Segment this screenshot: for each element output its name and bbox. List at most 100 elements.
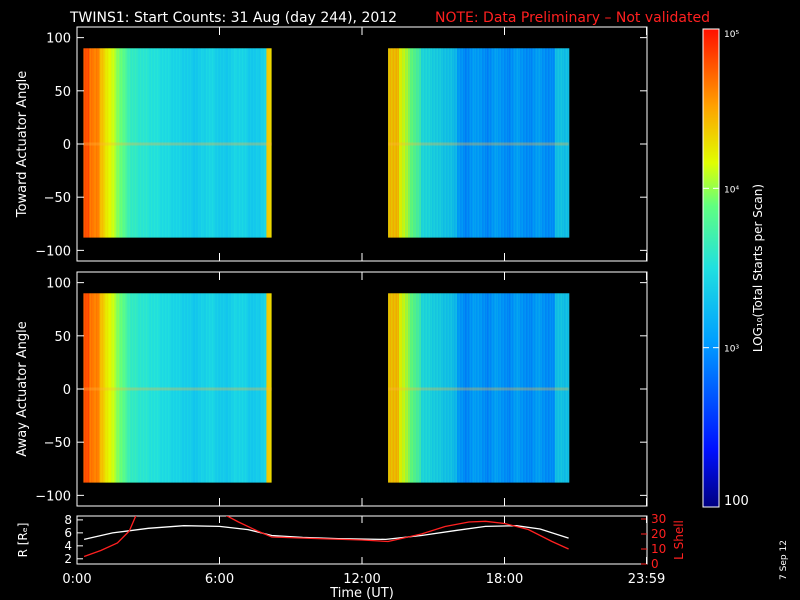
heatmap-cell [148, 48, 150, 238]
heatmap-cell [511, 48, 513, 238]
heatmap-cell [551, 293, 553, 483]
heatmap-cell [126, 48, 128, 238]
heatmap-cell [510, 48, 512, 238]
heatmap-cell [488, 48, 490, 238]
heatmap-cell [446, 293, 448, 483]
heatmap-cell [236, 293, 238, 483]
heatmap-cell [516, 293, 518, 483]
heatmap-cell [153, 293, 155, 483]
heatmap-cell [236, 48, 238, 238]
heatmap-cell [199, 48, 201, 238]
zero-angle-band [388, 142, 569, 146]
heatmap-cell [562, 293, 564, 483]
heatmap-cell [155, 48, 157, 238]
heatmap-cell [171, 293, 173, 483]
heatmap-cell [414, 48, 416, 238]
heatmap-cell [133, 48, 135, 238]
heatmap-cell [97, 48, 99, 238]
heatmap-cell [139, 293, 141, 483]
heatmap-cell [132, 48, 134, 238]
heatmap-cell [466, 293, 468, 483]
heatmap-cell [460, 48, 462, 238]
heatmap-cell [458, 48, 460, 238]
heatmap-cell [124, 48, 126, 238]
heatmap-cell [156, 293, 158, 483]
heatmap-cell [92, 48, 94, 238]
heatmap-cell [427, 293, 429, 483]
heatmap-cell [413, 48, 415, 238]
heatmap-cell [450, 48, 452, 238]
heatmap-cell [125, 293, 127, 483]
heatmap-cell [421, 48, 423, 238]
heatmap-cell [527, 48, 529, 238]
heatmap-cell [472, 48, 474, 238]
heatmap-cell [261, 48, 263, 238]
heatmap-cell [89, 48, 91, 238]
heatmap-cell [549, 293, 551, 483]
heatmap-cell [256, 293, 258, 483]
heatmap-cell [197, 293, 199, 483]
heatmap-cell [189, 293, 191, 483]
heatmap-cell [113, 293, 115, 483]
heatmap-cell [515, 293, 517, 483]
heatmap-cell [128, 48, 130, 238]
heatmap-cell [111, 48, 113, 238]
heatmap-cell [486, 48, 488, 238]
heatmap-cell [408, 48, 410, 238]
heatmap-cell [509, 293, 511, 483]
heatmap-cell [548, 48, 550, 238]
heatmap-cell [502, 48, 504, 238]
heatmap-cell [561, 293, 563, 483]
heatmap-cell [552, 293, 554, 483]
heatmap-cell [84, 48, 86, 238]
heatmap-cell [116, 293, 118, 483]
heatmap-cell [126, 293, 128, 483]
heatmap-cell [228, 293, 230, 483]
heatmap-cell [252, 293, 254, 483]
heatmap-cell [258, 48, 260, 238]
heatmap-cell [125, 48, 127, 238]
heatmap-cell [92, 293, 94, 483]
heatmap-cell [478, 48, 480, 238]
heatmap-cell [268, 293, 270, 483]
heatmap-cell [393, 48, 395, 238]
heatmap-cell [436, 48, 438, 238]
heatmap-cell [134, 293, 136, 483]
heatmap-cell [561, 48, 563, 238]
x-axis-label: Time (UT) [329, 586, 394, 600]
heatmap-cell [250, 48, 252, 238]
heatmap-cell [101, 48, 103, 238]
heatmap-cell [483, 293, 485, 483]
heatmap-cell [503, 48, 505, 238]
heatmap-cell [520, 48, 522, 238]
heatmap-cell [467, 48, 469, 238]
heatmap-cell [455, 293, 457, 483]
heatmap-cell [122, 293, 124, 483]
heatmap-cell [485, 293, 487, 483]
heatmap-cell [500, 293, 502, 483]
heatmap-cell [221, 48, 223, 238]
heatmap-cell [431, 293, 433, 483]
heatmap-cell [464, 48, 466, 238]
heatmap-cell [482, 293, 484, 483]
heatmap-cell [134, 48, 136, 238]
heatmap-cell [193, 293, 195, 483]
heatmap-cell [473, 48, 475, 238]
heatmap-cell [185, 293, 187, 483]
heatmap-cell [489, 48, 491, 238]
x-tick-label: 23:59 [628, 572, 665, 587]
heatmap-cell [98, 293, 100, 483]
heatmap-cell [403, 293, 405, 483]
heatmap-cell [173, 293, 175, 483]
heatmap-cell [100, 293, 102, 483]
heatmap-cell [131, 48, 133, 238]
heatmap-cell [394, 293, 396, 483]
heatmap-cell [506, 48, 508, 238]
heatmap-cell [222, 293, 224, 483]
heatmap-cell [142, 293, 144, 483]
heatmap-cell [140, 293, 142, 483]
heatmap-cell [538, 293, 540, 483]
heatmap-cell [252, 48, 254, 238]
heatmap-cell [243, 293, 245, 483]
heatmap-cell [112, 48, 114, 238]
